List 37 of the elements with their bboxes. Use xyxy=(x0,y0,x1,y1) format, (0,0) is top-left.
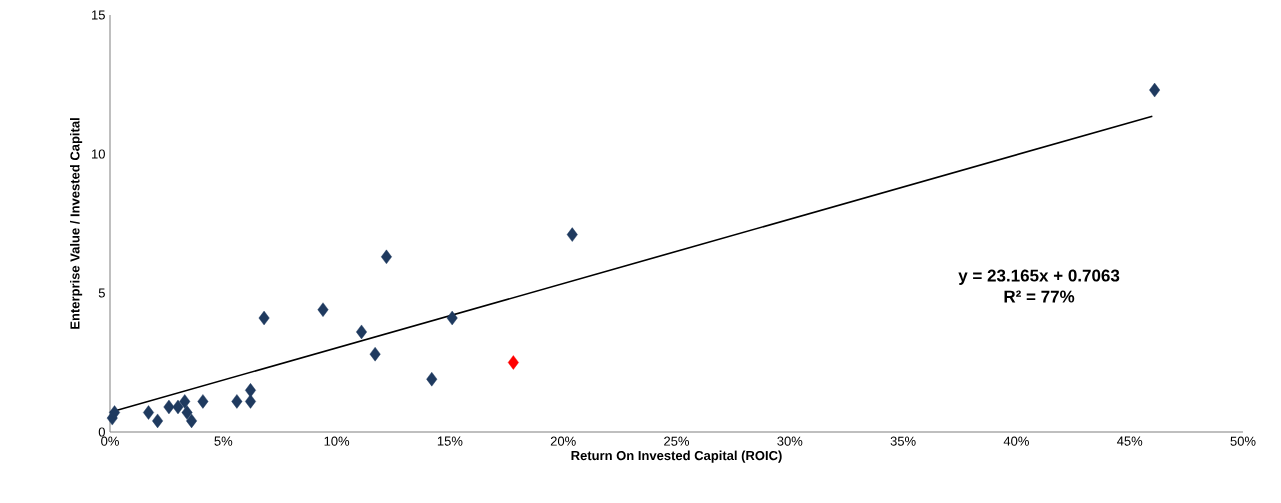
point xyxy=(369,346,381,362)
point xyxy=(197,394,209,409)
x-tick-label: 0% xyxy=(101,436,119,446)
annotation: R² = 77% xyxy=(1004,290,1075,303)
y-tick-label: 15 xyxy=(92,10,105,20)
point xyxy=(186,413,198,429)
point xyxy=(152,413,164,429)
x-tick-label: 5% xyxy=(214,436,233,446)
x-tick-label: 40% xyxy=(1003,436,1029,446)
y-tick-label: 10 xyxy=(92,149,105,159)
point xyxy=(172,399,184,415)
point xyxy=(181,405,193,420)
x-tick-label: 15% xyxy=(437,436,463,446)
y-axis-title: Enterprise Value / Invested Capital xyxy=(70,118,83,329)
x-tick-label: 25% xyxy=(664,436,690,446)
y-tick-label: 0 xyxy=(98,427,105,437)
x-tick-label: 35% xyxy=(890,436,916,446)
point xyxy=(258,310,270,326)
point xyxy=(245,383,256,398)
point xyxy=(566,227,578,242)
x-tick-label: 50% xyxy=(1230,436,1256,446)
point xyxy=(446,310,458,326)
point xyxy=(426,371,438,387)
point xyxy=(143,405,154,420)
point xyxy=(179,394,191,409)
x-tick-label: 45% xyxy=(1116,436,1143,446)
point xyxy=(317,302,329,317)
x-tick-label: 30% xyxy=(777,436,803,446)
point xyxy=(507,355,519,370)
x-axis-title: Return On Invested Capital (ROIC) xyxy=(571,450,782,463)
point xyxy=(163,399,175,415)
x-tick-label: 20% xyxy=(550,436,576,446)
annotation: y = 23.165x + 0.7063 xyxy=(958,269,1120,285)
x-tick-label: 10% xyxy=(324,436,350,446)
y-tick-label: 5 xyxy=(98,288,105,298)
point xyxy=(231,394,243,409)
point xyxy=(1149,82,1161,98)
